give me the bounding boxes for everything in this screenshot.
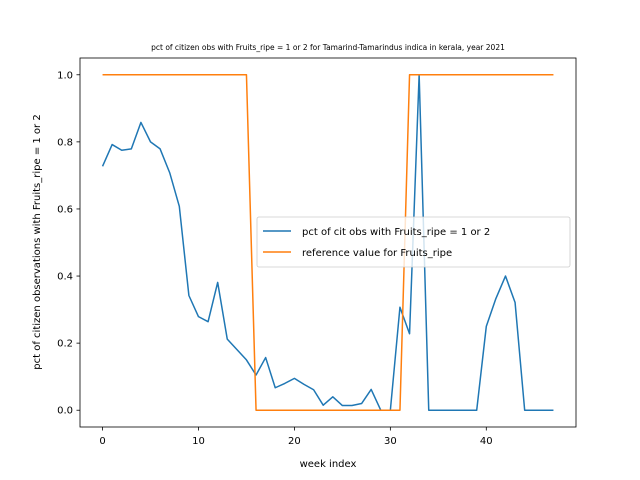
legend-label-reference-value: reference value for Fruits_ripe	[302, 248, 452, 259]
x-tick-label: 0	[99, 436, 105, 447]
legend-box	[256, 216, 571, 268]
x-tick-label: 10	[192, 436, 205, 447]
y-tick-label: 0.6	[57, 204, 73, 215]
x-tick-label: 40	[480, 436, 493, 447]
y-axis-label: pct of citizen observations with Fruits_…	[32, 114, 43, 369]
y-ticks: 0.0 0.2 0.4 0.6 0.8 1.0	[57, 70, 80, 417]
plot-frame	[79, 57, 577, 428]
x-ticks: 0 10 20 30 40	[99, 427, 493, 447]
x-axis-label: week index	[300, 459, 357, 470]
chart-title: pct of citizen obs with Fruits_ripe = 1 …	[151, 43, 505, 52]
series-layer	[101, 74, 554, 411]
legend: pct of cit obs with Fruits_ripe = 1 or 2…	[256, 216, 571, 268]
y-tick-label: 1.0	[57, 70, 73, 81]
x-tick-label: 30	[384, 436, 397, 447]
legend-label-pct-citizen-obs: pct of cit obs with Fruits_ripe = 1 or 2	[302, 227, 490, 238]
y-tick-label: 0.2	[57, 339, 73, 350]
y-tick-label: 0.8	[57, 137, 73, 148]
series-line-1	[102, 74, 554, 411]
series-line-0	[101, 74, 554, 411]
y-tick-label: 0.0	[57, 406, 73, 417]
y-tick-label: 0.4	[57, 272, 73, 283]
x-tick-label: 20	[288, 436, 301, 447]
